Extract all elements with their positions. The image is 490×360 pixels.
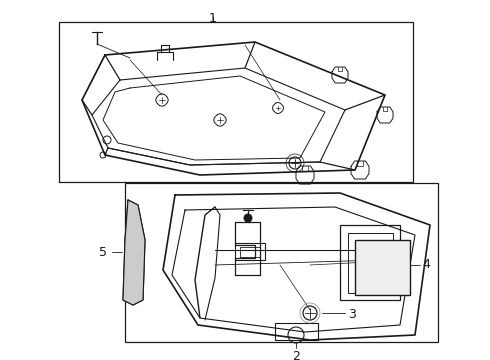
Bar (360, 245, 405, 290)
Bar (355, 240, 410, 295)
Bar (340, 225, 400, 300)
Bar (275, 323, 318, 340)
Text: 5: 5 (99, 246, 107, 258)
Bar (235, 243, 265, 260)
Polygon shape (123, 200, 145, 305)
Bar (348, 233, 393, 293)
Text: 3: 3 (348, 309, 356, 321)
Text: 4: 4 (422, 258, 430, 271)
Bar (240, 247, 260, 257)
Text: 1: 1 (209, 12, 217, 25)
Text: 2: 2 (292, 350, 300, 360)
Bar (125, 183, 438, 342)
Circle shape (244, 214, 252, 222)
Bar (59, 22, 413, 182)
